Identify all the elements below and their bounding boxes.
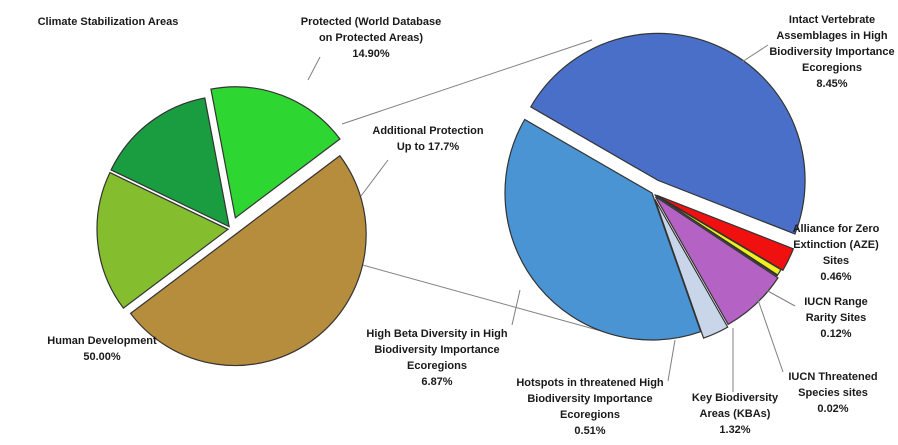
leader-line-iucn-threatened [755,293,784,373]
label-line: 50.00% [83,351,121,363]
label-line: Protected (World Database [301,16,441,28]
label-iucn-threatened: IUCN Threatened Species sites 0.02% [788,371,877,415]
label-line: IUCN Range [804,296,868,308]
label-line: Sites [823,255,849,267]
label-line: IUCN Threatened [788,371,877,383]
label-line: 14.90% [352,48,390,60]
label-key-biodiversity: Key Biodiversity Areas (KBAs) 1.32% [692,392,779,436]
label-line: Human Development [47,335,157,347]
label-line: Additional Protection [372,125,484,137]
label-iucn-range: IUCN Range Rarity Sites 0.12% [804,296,868,340]
label-line: Up to 17.7% [397,141,460,153]
slice-human-development [129,154,367,367]
slice-alliance-for-zero [656,194,795,272]
slice-key-biodiversity [654,196,779,326]
pie-biodiversity-breakdown [504,32,806,341]
label-line: Biodiversity Importance [374,344,499,356]
slice-climate-stabilization-areas [96,171,230,309]
label-line: 8.45% [816,78,847,90]
label-line: Intact Vertebrate [789,14,875,26]
label-line: on Protected Areas) [319,32,423,44]
leader-lines [307,44,796,392]
label-line: Alliance for Zero [793,223,880,235]
label-line: Ecoregions [560,409,620,421]
label-human-development: Human Development 50.00% [47,335,157,363]
label-line: 1.32% [719,424,750,436]
pie-land-use [96,86,367,367]
leader-line-high-beta-diversity-in-high [511,289,521,326]
connector-line-bottom [329,255,613,335]
label-intact-vertebrate: Intact Vertebrate Assemblages in High Biod… [769,14,894,90]
slice-labels: Human Development 50.00% Climate Stabiliza… [38,14,895,437]
label-line: Assemblages in High [776,30,888,42]
label-line: Biodiversity Importance [527,393,652,405]
label-line: Rarity Sites [806,312,867,324]
slice-additional-protection [210,86,341,219]
label-line: Key Biodiversity [692,392,779,404]
label-line: Extinction (AZE) [793,239,879,251]
label-climate-stabilization-areas: Climate Stabilization Areas [38,16,179,28]
connector-lines [329,39,613,335]
slice-intact-vertebrate [529,32,806,235]
leader-line-intact-vertebrate [741,44,769,63]
label-line: 0.46% [820,271,851,283]
slice-protected-world-database [110,97,230,228]
leader-line-hotspots-in-threatened-high [667,339,676,382]
label-line: Ecoregions [802,62,862,74]
label-line: Areas (KBAs) [700,408,771,420]
connector-line-top [341,39,593,125]
label-high-beta-diversity-in-high: High Beta Diversity in High Biodiversity … [366,328,507,388]
slice-hotspots-in-threatened-high [654,199,729,339]
slice-iucn-threatened [654,194,779,277]
leader-line-additional-protection [360,159,389,197]
label-line: Climate Stabilization Areas [38,16,179,28]
label-line: Species sites [798,387,868,399]
slice-high-beta-diversity-in-high [504,118,702,341]
label-hotspots-in-threatened-high: Hotspots in threatened High Biodiversity … [516,377,664,437]
label-line: 6.87% [421,376,452,388]
label-line: High Beta Diversity in High [366,328,507,340]
label-line: 0.02% [817,403,848,415]
leader-line-protected-world-database [307,56,321,81]
label-line: Hotspots in threatened High [516,377,664,389]
label-line: Biodiversity Importance [769,46,894,58]
label-line: 0.12% [820,328,851,340]
label-line: 0.51% [574,425,605,437]
label-line: Ecoregions [407,360,467,372]
label-additional-protection: Additional Protection Up to 17.7% [372,125,484,153]
label-alliance-for-zero: Alliance for Zero Extinction (AZE) Sites 0.… [793,223,880,283]
label-protected-world-database: Protected (World Database on Protected Ar… [301,16,441,60]
leader-line-iucn-range [765,289,796,307]
